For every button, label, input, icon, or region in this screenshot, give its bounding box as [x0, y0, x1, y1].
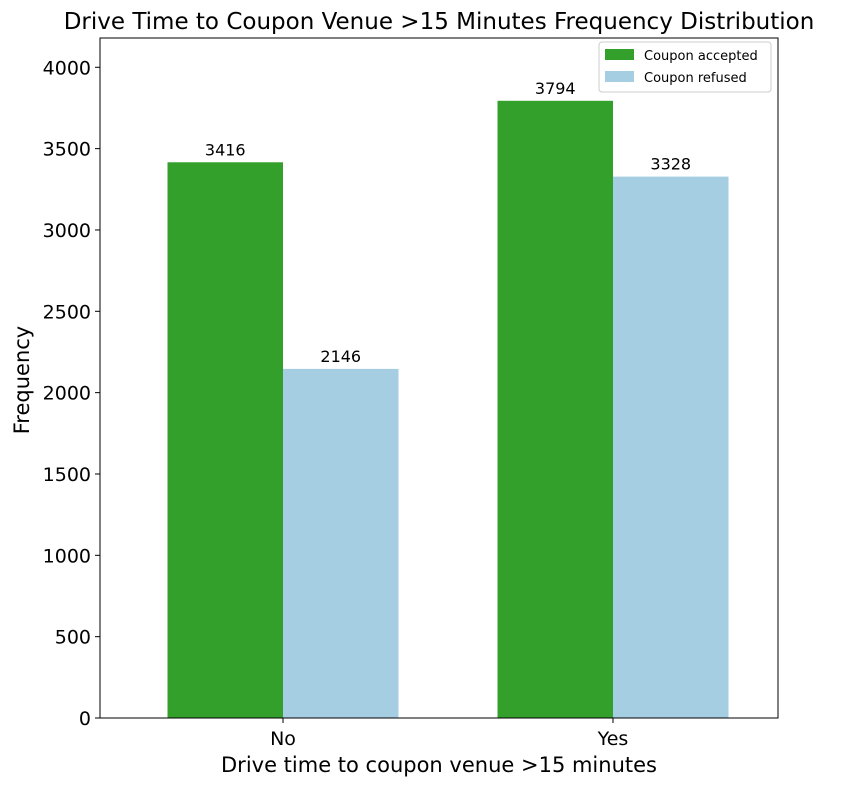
bar-coupon-refused-no [283, 368, 399, 718]
y-tick-label: 3500 [43, 139, 91, 161]
y-tick-label: 500 [55, 627, 91, 649]
y-tick-label: 2000 [43, 383, 91, 405]
plot-area: 3416 2146 3794 3328 0 500 1000 1500 2000 2500 300… [43, 37, 779, 750]
x-tick-label: No [270, 728, 296, 750]
legend: Coupon accepted Coupon refused [598, 41, 772, 93]
bar-value-label: 2146 [320, 347, 361, 366]
x-axis-label: Drive time to coupon venue >15 minutes [221, 753, 657, 777]
y-tick-label: 3000 [43, 220, 91, 242]
plot-frame [99, 37, 779, 719]
legend-label-coupon-refused: Coupon refused [644, 71, 747, 86]
legend-label-coupon-accepted: Coupon accepted [644, 49, 758, 64]
legend-box [598, 41, 772, 93]
bar-coupon-refused-yes [613, 176, 729, 718]
x-tick-label: Yes [597, 728, 629, 750]
bar-value-label: 3794 [535, 79, 576, 98]
y-tick-label: 4000 [43, 57, 91, 79]
bar-value-label: 3328 [650, 155, 691, 174]
legend-swatch-coupon-refused [605, 71, 634, 82]
y-tick-label: 0 [79, 708, 91, 730]
x-axis: No Yes [270, 718, 628, 750]
y-tick-label: 1000 [43, 545, 91, 567]
bars-group [167, 100, 729, 719]
y-tick-label: 2500 [43, 301, 91, 323]
y-axis: 0 500 1000 1500 2000 2500 3000 3500 4000 [43, 57, 100, 730]
y-tick-label: 1500 [43, 464, 91, 486]
bar-value-label: 3416 [205, 140, 246, 159]
bar-labels-group: 3416 2146 3794 3328 [205, 79, 691, 366]
y-axis-label: Frequency [10, 326, 34, 435]
legend-swatch-coupon-accepted [605, 49, 634, 60]
bar-coupon-accepted-yes [497, 100, 613, 719]
chart-title: Drive Time to Coupon Venue >15 Minutes F… [64, 9, 815, 35]
bar-coupon-accepted-no [167, 162, 283, 718]
